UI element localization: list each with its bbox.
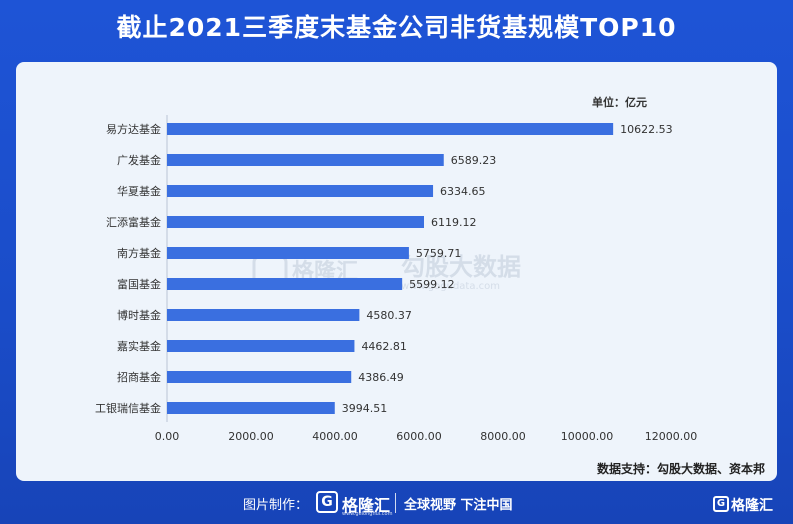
category-label: 工银瑞信基金 [95,401,161,415]
bar [167,340,355,352]
bar [167,216,425,228]
data-label: 6589.23 [451,154,497,167]
chart-panel: 格隆汇 勾股大数据 www.gogudata.com 易方达基金 广发基金 华夏基金… [16,62,777,481]
footer-logo-icon: G [316,491,338,513]
category-label: 富国基金 [117,277,161,291]
category-label: 广发基金 [117,153,161,167]
category-label: 汇添富基金 [106,215,161,229]
footer-brand-sub: www.gelonghui.com [342,511,393,517]
category-label: 招商基金 [117,370,161,384]
corner-brand: 格隆汇 [731,498,773,514]
x-tick-label: 10000.00 [561,430,614,443]
bar [167,371,352,383]
source-note: 数据支持：勾股大数据、资本邦 [597,461,765,476]
bar [167,402,335,414]
x-tick-label: 2000.00 [228,430,274,443]
x-tick-label: 0.00 [155,430,180,443]
bar [167,123,614,135]
bar-chart: 格隆汇 勾股大数据 www.gogudata.com 易方达基金广发基金华夏基金… [95,95,765,476]
data-label: 10622.53 [620,123,673,136]
footer: 图片制作： G 格隆汇 www.gelonghui.com 全球视野 下注中国 … [0,486,793,524]
data-label: 3994.51 [342,402,388,415]
corner-logo-icon: G [713,496,729,512]
data-label: 4386.49 [358,371,404,384]
bar [167,185,434,197]
watermark-brand-text: 勾股大数据 [401,253,521,281]
unit-label: 单位：亿元 [592,95,647,109]
bar [167,247,409,259]
category-label: 易方达基金 [106,122,161,136]
category-label: 华夏基金 [117,184,161,198]
data-label: 5759.71 [416,247,462,260]
x-tick-label: 12000.00 [645,430,698,443]
footer-brand: 格隆汇 [342,496,391,515]
x-tick-label: 6000.00 [396,430,442,443]
data-label: 4462.81 [361,340,407,353]
data-label: 4580.37 [366,309,412,322]
watermark-domain-text: www.gogudata.com [401,281,500,292]
page-title: 截止2021三季度末基金公司非货基规模TOP10 [116,13,677,42]
category-label: 嘉实基金 [117,339,161,353]
x-tick-label: 8000.00 [480,430,526,443]
data-label: 6119.12 [431,216,477,229]
x-tick-label: 4000.00 [312,430,358,443]
data-label: 6334.65 [440,185,486,198]
category-label: 博时基金 [117,308,161,322]
data-label: 5599.12 [409,278,455,291]
bar [167,154,444,166]
footer-made-by: 图片制作： [243,498,309,513]
footer-divider [395,493,396,513]
footer-slogan: 全球视野 下注中国 [404,498,513,513]
category-label: 南方基金 [117,246,161,260]
bar [167,309,360,321]
bar [167,278,403,290]
